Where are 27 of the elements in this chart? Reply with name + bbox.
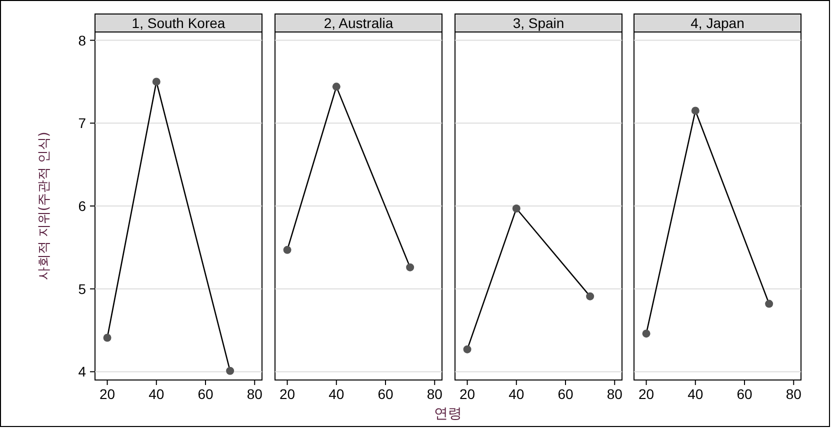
chart-title: 4, Japan (690, 15, 744, 31)
x-tick-label: 60 (558, 386, 574, 402)
y-tick-label: 8 (78, 32, 86, 48)
chart-title: 3, Spain (512, 15, 564, 31)
x-tick-label: 60 (378, 386, 394, 402)
x-axis-title: 연령 (434, 406, 462, 422)
x-tick-label: 60 (198, 386, 214, 402)
y-tick-label: 4 (78, 364, 86, 380)
x-tick-label: 80 (246, 386, 263, 402)
x-tick-label: 40 (688, 386, 704, 402)
chart-title: 1, South Korea (132, 15, 226, 31)
x-tick-label: 20 (459, 386, 476, 402)
y-tick-label: 7 (78, 115, 86, 132)
x-tick-label: 80 (426, 386, 443, 402)
x-tick-label: 60 (736, 386, 753, 402)
chart-title: 2, Australia (324, 15, 394, 31)
x-tick-label: 80 (786, 386, 802, 402)
y-tick-label: 6 (78, 198, 86, 214)
y-tick-label: 5 (78, 280, 86, 297)
x-tick-label: 80 (606, 386, 623, 402)
x-tick-label: 20 (279, 386, 296, 402)
x-tick-label: 40 (328, 386, 344, 402)
x-tick-label: 20 (638, 386, 654, 402)
x-tick-label: 40 (508, 386, 524, 402)
y-axis-title: 사회적 지위(주관적 인식) (37, 132, 52, 280)
x-tick-label: 20 (99, 386, 116, 402)
x-tick-label: 40 (148, 386, 164, 402)
